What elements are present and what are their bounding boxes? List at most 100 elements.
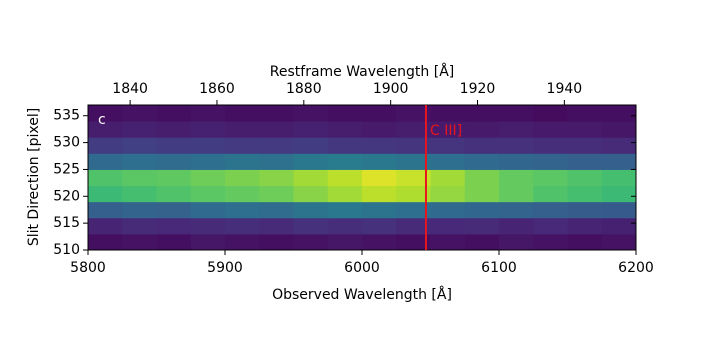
heatmap-cell bbox=[190, 153, 226, 170]
x2-tick-label: 1940 bbox=[547, 81, 583, 97]
heatmap-cell bbox=[327, 201, 363, 219]
heatmap-cell bbox=[88, 137, 123, 154]
heatmap-cell bbox=[225, 137, 260, 154]
heatmap-cell bbox=[430, 233, 466, 251]
heatmap-cell bbox=[225, 169, 260, 187]
heatmap-cell bbox=[327, 137, 363, 154]
heatmap-cell bbox=[190, 169, 226, 187]
heatmap-cell bbox=[225, 201, 260, 219]
heatmap-cell bbox=[190, 105, 226, 122]
heatmap-cell bbox=[396, 185, 431, 203]
heatmap-cell bbox=[362, 233, 397, 251]
heatmap-cell bbox=[122, 201, 157, 219]
heatmap-cell bbox=[499, 201, 534, 219]
heatmap-cell bbox=[122, 121, 157, 138]
heatmap-cell bbox=[362, 105, 397, 122]
heatmap-cell bbox=[88, 153, 123, 170]
heatmap-cell bbox=[499, 137, 534, 154]
heatmap-cell bbox=[259, 105, 294, 122]
heatmap-cell bbox=[499, 217, 534, 235]
x2-tick-label: 1840 bbox=[112, 81, 148, 97]
heatmap-cell bbox=[293, 153, 329, 170]
heatmap-cell bbox=[156, 201, 192, 219]
heatmap-cell bbox=[293, 233, 329, 251]
heatmap-cell bbox=[362, 153, 397, 170]
heatmap-cell bbox=[293, 201, 329, 219]
heatmap-cell bbox=[88, 185, 123, 203]
heatmap-cell bbox=[156, 233, 192, 251]
heatmap-cell bbox=[464, 201, 500, 219]
heatmap-cell bbox=[464, 137, 500, 154]
heatmap-cell bbox=[122, 105, 157, 122]
reference-line-label: C III] bbox=[430, 123, 462, 139]
heatmap-cell bbox=[190, 121, 226, 138]
heatmap-cell bbox=[464, 153, 500, 170]
heatmap-cell bbox=[259, 217, 294, 235]
heatmap-cell bbox=[88, 201, 123, 219]
heatmap-cell bbox=[464, 121, 500, 138]
heatmap-cell bbox=[464, 233, 500, 251]
heatmap-cell bbox=[225, 217, 260, 235]
x-tick-label: 6000 bbox=[344, 260, 380, 276]
heatmap-cell bbox=[327, 169, 363, 187]
heatmap-cell bbox=[362, 169, 397, 187]
heatmap-cell bbox=[88, 217, 123, 235]
heatmap-cell bbox=[190, 137, 226, 154]
heatmap-cell bbox=[601, 233, 637, 251]
heatmap-cell bbox=[327, 233, 363, 251]
heatmap-cell bbox=[533, 217, 568, 235]
heatmap-cell bbox=[259, 137, 294, 154]
heatmap-cell bbox=[156, 105, 192, 122]
heatmap-cell bbox=[430, 185, 466, 203]
heatmap-cell bbox=[567, 233, 603, 251]
heatmap-cell bbox=[225, 233, 260, 251]
heatmap-cell bbox=[259, 153, 294, 170]
heatmap-cell bbox=[601, 137, 637, 154]
heatmap-cell bbox=[362, 201, 397, 219]
heatmap-cell bbox=[430, 169, 466, 187]
heatmap-cell bbox=[533, 105, 568, 122]
heatmap-cell bbox=[601, 121, 637, 138]
heatmap-cell bbox=[225, 185, 260, 203]
heatmap-cell bbox=[499, 185, 534, 203]
heatmap-cell bbox=[464, 169, 500, 187]
y-tick-label: 520 bbox=[53, 188, 80, 204]
x2-tick-label: 1860 bbox=[199, 81, 235, 97]
heatmap-cell bbox=[225, 121, 260, 138]
heatmap-cell bbox=[327, 185, 363, 203]
heatmap-cell bbox=[259, 233, 294, 251]
heatmap-cell bbox=[122, 137, 157, 154]
heatmap-cell bbox=[601, 185, 637, 203]
heatmap-cell bbox=[601, 201, 637, 219]
heatmap-cell bbox=[122, 185, 157, 203]
y-tick-label: 530 bbox=[53, 135, 80, 151]
heatmap-cell bbox=[567, 169, 603, 187]
heatmap-cell bbox=[533, 201, 568, 219]
heatmap-cell bbox=[567, 201, 603, 219]
heatmap-cell bbox=[567, 121, 603, 138]
heatmap-cell bbox=[396, 153, 431, 170]
heatmap-cell bbox=[225, 105, 260, 122]
heatmap-cell bbox=[464, 185, 500, 203]
heatmap-cell bbox=[190, 233, 226, 251]
heatmap-cell bbox=[362, 185, 397, 203]
heatmap-cell bbox=[156, 121, 192, 138]
heatmap bbox=[88, 105, 637, 251]
heatmap-cell bbox=[88, 121, 123, 138]
heatmap-cell bbox=[567, 105, 603, 122]
heatmap-cell bbox=[293, 121, 329, 138]
heatmap-cell bbox=[430, 137, 466, 154]
heatmap-cell bbox=[156, 137, 192, 154]
heatmap-cell bbox=[396, 217, 431, 235]
heatmap-cell bbox=[430, 201, 466, 219]
heatmap-cell bbox=[293, 217, 329, 235]
heatmap-cell bbox=[430, 105, 466, 122]
heatmap-cell bbox=[601, 217, 637, 235]
heatmap-cell bbox=[430, 217, 466, 235]
heatmap-cell bbox=[156, 185, 192, 203]
heatmap-cell bbox=[327, 121, 363, 138]
heatmap-cell bbox=[362, 217, 397, 235]
heatmap-cell bbox=[396, 121, 431, 138]
heatmap-cell bbox=[601, 169, 637, 187]
